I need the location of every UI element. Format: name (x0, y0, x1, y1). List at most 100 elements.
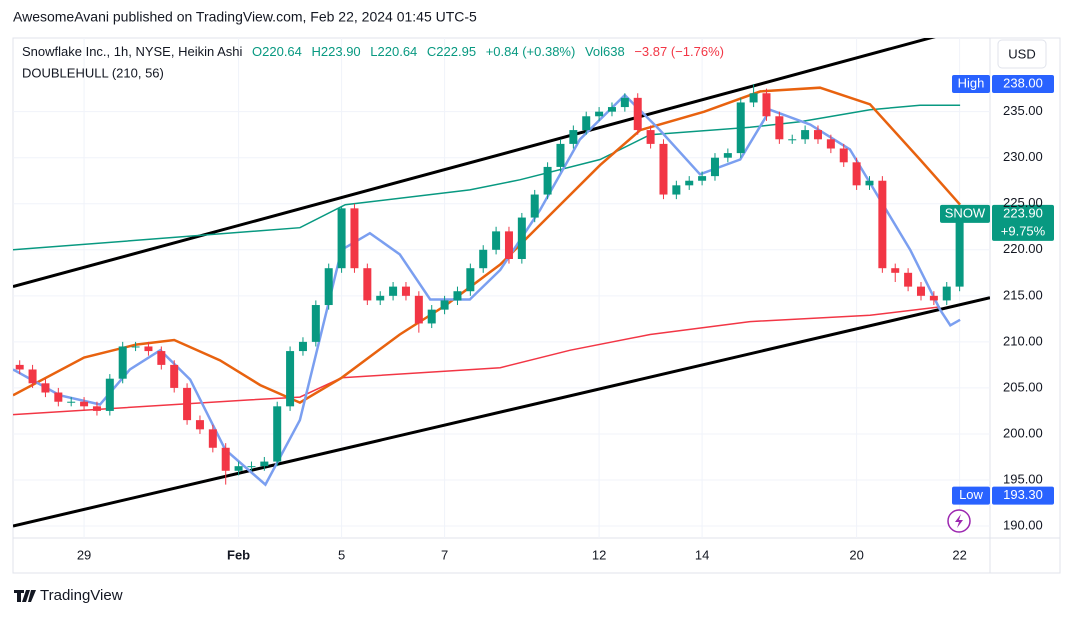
candle-body (942, 286, 951, 301)
price-badge (992, 204, 1054, 241)
y-tick-label: 205.00 (1003, 379, 1043, 394)
candle-body (801, 130, 810, 140)
y-tick-label: 190.00 (1003, 517, 1043, 532)
candle-body (298, 341, 307, 352)
x-tick-label: 7 (441, 547, 448, 562)
candle-body (556, 143, 565, 167)
candle-body (595, 111, 604, 117)
candle-body (916, 286, 925, 296)
candle-body (530, 194, 539, 218)
candle-body (427, 309, 436, 324)
candle-body (582, 116, 591, 131)
y-tick-label: 225.00 (1003, 195, 1043, 210)
byline: AwesomeAvani published on TradingView.co… (13, 9, 477, 25)
candle-body (826, 139, 835, 149)
candle-body (479, 249, 488, 269)
candle-body (453, 291, 462, 301)
price-badge-value: 238.00 (1003, 75, 1043, 90)
x-tick-label: 14 (695, 547, 709, 562)
candle-body (813, 130, 822, 140)
brand: TradingView (40, 587, 123, 604)
candle-body (208, 429, 217, 448)
symbol: Snowflake Inc., 1h, NYSE, Heikin Ashi (22, 44, 242, 59)
candle-body (839, 148, 848, 163)
x-tick-label: 29 (77, 547, 91, 562)
candle-body (170, 364, 179, 388)
candle-body (633, 97, 642, 131)
price-badge (992, 486, 1054, 505)
candle-body (183, 387, 192, 421)
change: +0.84 (+0.38%) (486, 44, 576, 59)
candle-body (286, 351, 295, 407)
candle-body (852, 162, 861, 186)
indicator-line (13, 296, 990, 528)
candle-body (105, 378, 114, 411)
candle-body (788, 139, 797, 141)
currency-button[interactable] (997, 39, 1047, 69)
candle-body (723, 153, 732, 158)
name-badge-label: Low (959, 487, 983, 502)
candle-body (157, 351, 166, 365)
y-tick-label: 210.00 (1003, 333, 1043, 348)
candle-body (376, 295, 385, 301)
candle-body (401, 286, 410, 296)
candle-body (389, 286, 398, 296)
candle-body (736, 102, 745, 154)
candle-body (221, 447, 230, 471)
candle-body (955, 213, 964, 287)
volume: Vol638 (585, 44, 625, 59)
candle-body (247, 466, 256, 468)
indicator-line (13, 38, 936, 289)
price-badge-value: 223.90 (1003, 205, 1043, 220)
candle-body (698, 176, 707, 181)
close: C222.95 (427, 44, 476, 59)
flash-glyph (955, 514, 963, 528)
currency[interactable]: USD (1008, 46, 1035, 61)
y-tick-label: 235.00 (1003, 103, 1043, 118)
candle-body (28, 369, 37, 384)
candle-body (466, 268, 475, 292)
candle-body (929, 295, 938, 301)
candle-body (569, 130, 578, 144)
candle-body (144, 346, 153, 352)
candle-body (672, 185, 681, 195)
candle-body (878, 180, 887, 269)
candle-body (15, 364, 24, 370)
candle-body (440, 300, 449, 310)
indicator-line (13, 306, 941, 416)
candle-body (646, 130, 655, 144)
candle-body (904, 272, 913, 287)
y-tick-label: 195.00 (1003, 471, 1043, 486)
name-badge (952, 486, 990, 505)
candle-body (118, 346, 127, 379)
candle-body (517, 217, 526, 259)
frame (12, 37, 1061, 574)
low: L220.64 (370, 44, 417, 59)
candle-body (324, 268, 333, 306)
candle-body (54, 392, 63, 402)
candle-body (350, 208, 359, 269)
candle-body (67, 401, 76, 403)
candle-body (414, 295, 423, 324)
open: O220.64 (252, 44, 302, 59)
y-tick-label: 215.00 (1003, 287, 1043, 302)
candle-body (543, 166, 552, 195)
candle-body (659, 143, 668, 195)
candle-body (41, 383, 50, 393)
x-tick-label: 20 (849, 547, 863, 562)
x-tick-label: 12 (592, 547, 606, 562)
candle-body (762, 93, 771, 117)
candle-body (620, 97, 629, 108)
candle-body (775, 116, 784, 140)
price-badge-value: 193.30 (1003, 487, 1043, 502)
volume-change: −3.87 (−1.76%) (634, 44, 724, 59)
candle-body (891, 268, 900, 273)
candle-body (195, 420, 204, 430)
candle-body (749, 93, 758, 103)
high: H223.90 (312, 44, 361, 59)
legend-line: Snowflake Inc., 1h, NYSE, Heikin Ashi O2… (22, 44, 724, 59)
candle-body (607, 107, 616, 112)
candle-body (337, 208, 346, 269)
